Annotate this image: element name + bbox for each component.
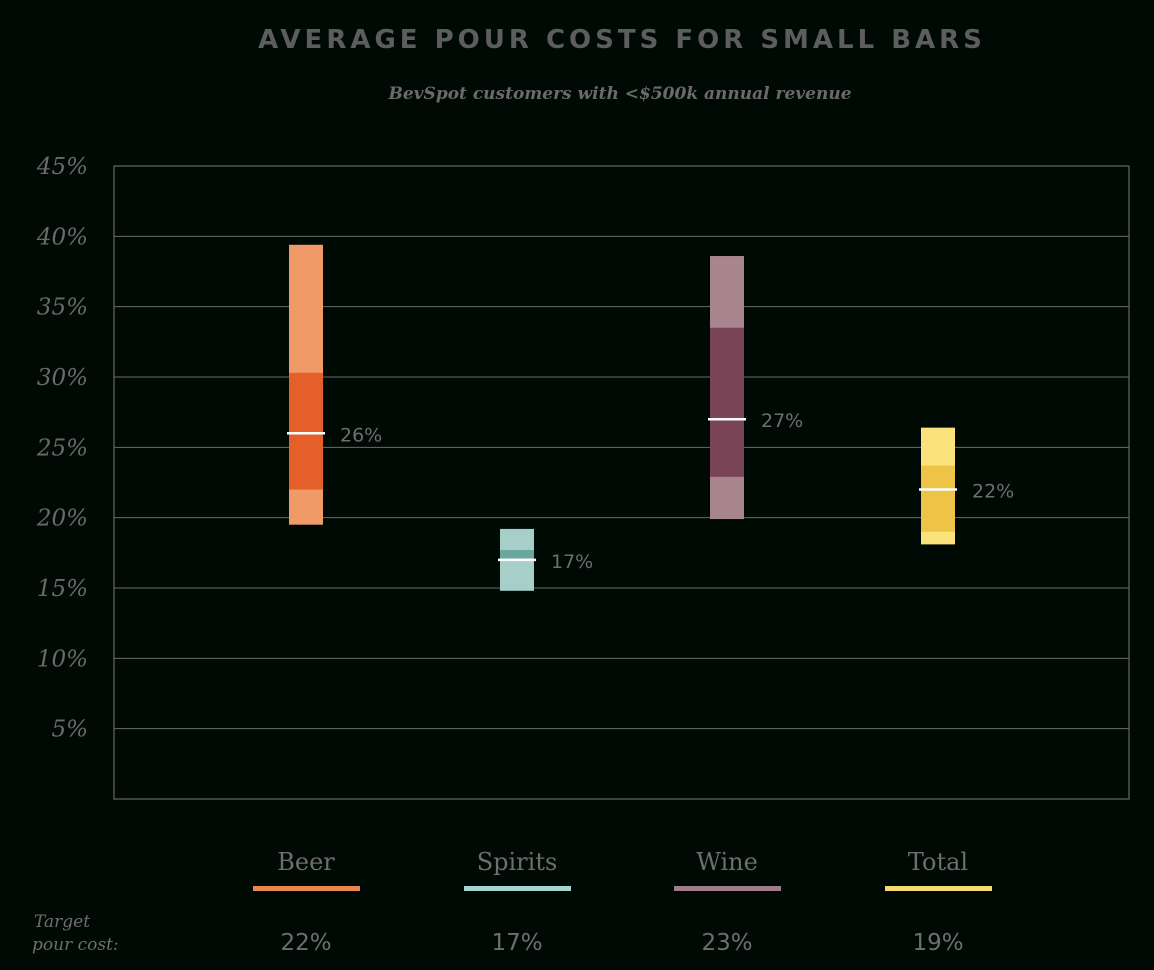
y-tick-label: 30% [37,365,88,391]
category-label: Beer [277,848,335,876]
y-tick-label: 45% [36,154,88,180]
median-label: 17% [551,551,593,573]
legend-swatch-beer [253,886,360,891]
target-value: 19% [912,930,963,956]
y-tick-label: 40% [36,224,88,250]
y-tick-label: 10% [37,646,88,672]
category-label: Spirits [477,848,558,876]
plot-frame [113,165,1130,800]
target-value: 22% [280,930,331,956]
target-label-line1: Target [34,912,90,932]
target-label-line2: pour cost: [32,935,119,955]
chart-subtitle: BevSpot customers with <$500k annual rev… [387,84,851,104]
y-tick-label: 15% [37,576,88,602]
y-tick-label: 35% [37,295,88,321]
median-label: 22% [972,481,1014,503]
interquartile-bar-total [921,465,955,532]
interquartile-bar-wine [710,327,744,477]
median-label: 27% [761,410,803,432]
legend-swatch-total [885,886,992,891]
target-value: 17% [491,930,542,956]
chart-title: AVERAGE POUR COSTS FOR SMALL BARS [258,25,986,55]
legend-swatch-wine [674,886,781,891]
category-label: Total [908,848,968,876]
interquartile-bar-beer [289,372,323,490]
interquartile-bar-spirits [500,550,534,559]
target-value: 23% [701,930,752,956]
y-tick-label: 5% [52,717,89,743]
median-label: 26% [340,424,382,446]
y-tick-label: 25% [36,435,88,461]
y-tick-label: 20% [36,506,88,532]
legend-swatch-spirits [464,886,571,891]
category-label: Wine [696,848,758,876]
